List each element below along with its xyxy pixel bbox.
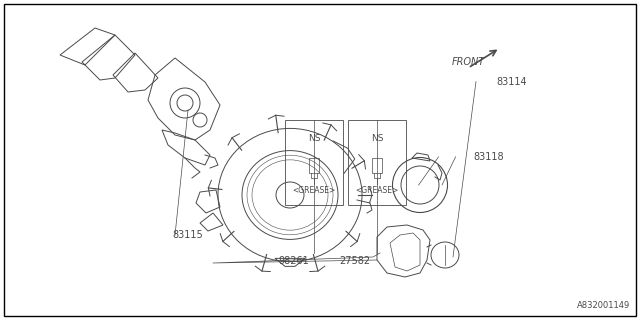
Text: 83115: 83115 (173, 230, 204, 240)
Text: A832001149: A832001149 (577, 301, 630, 310)
Bar (372, 158, 382, 173)
Text: NS: NS (371, 133, 383, 142)
Bar (309, 158, 319, 173)
Text: 98261: 98261 (278, 256, 309, 266)
Text: FRONT: FRONT (452, 57, 485, 67)
Text: 83118: 83118 (474, 152, 504, 162)
Text: <GREASE>: <GREASE> (355, 186, 399, 195)
Text: 27582: 27582 (339, 256, 371, 266)
Text: 83114: 83114 (496, 76, 527, 87)
Text: <GREASE>: <GREASE> (292, 186, 335, 195)
Text: NS: NS (308, 133, 320, 142)
Bar (348, 120, 406, 205)
Bar (285, 120, 343, 205)
